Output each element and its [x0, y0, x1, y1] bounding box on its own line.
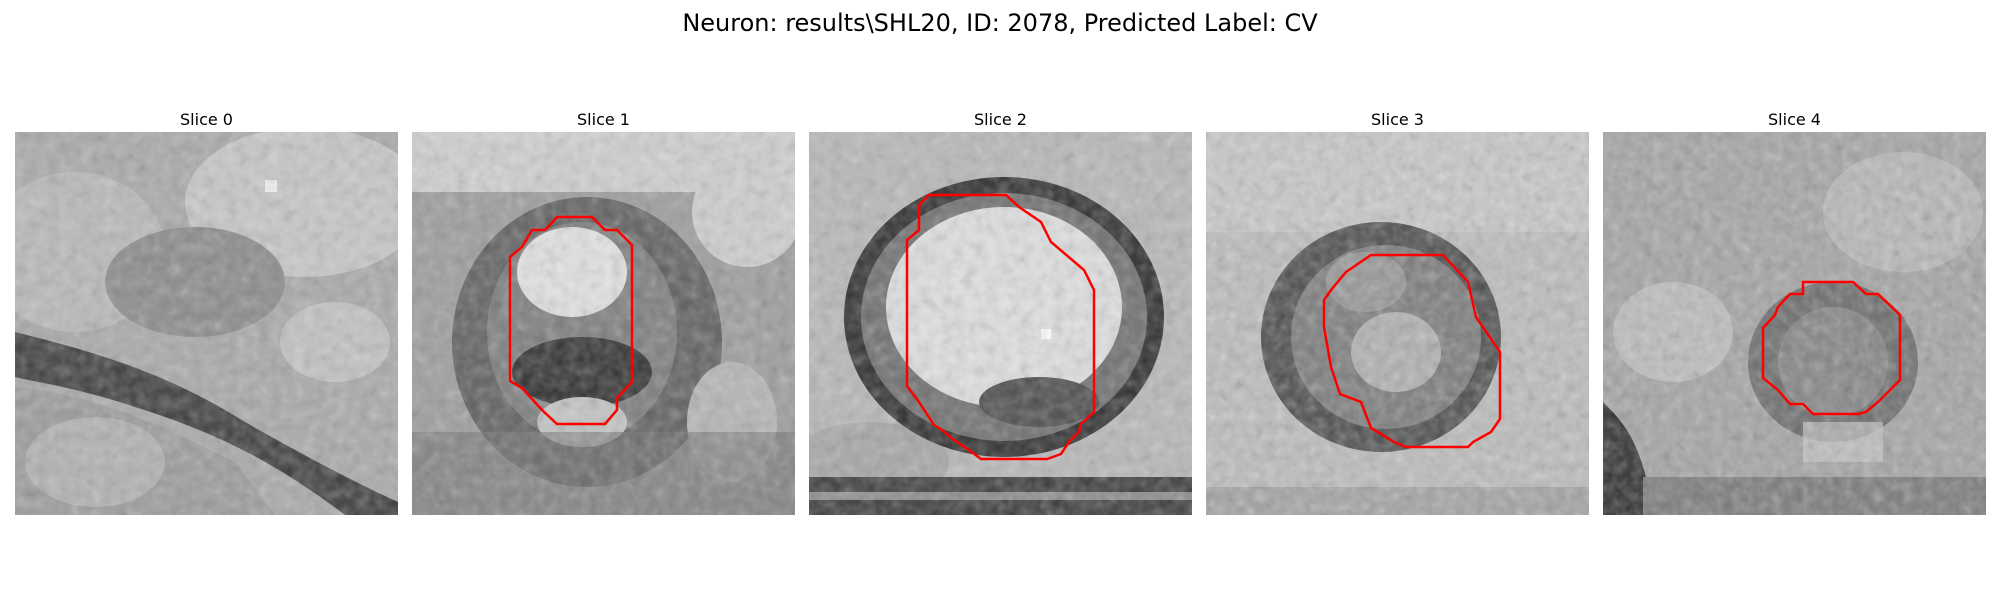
- slice-panel-0: Slice 0: [15, 108, 398, 515]
- slice-image-2: [809, 132, 1192, 515]
- slice-panel-1: Slice 1: [412, 108, 795, 515]
- figure-title: Neuron: results\SHL20, ID: 2078, Predict…: [682, 9, 1318, 37]
- contour-outline: [1322, 253, 1502, 449]
- pixel-noise: [1603, 132, 1986, 515]
- slice-image-1: [412, 132, 795, 515]
- slice-title: Slice 0: [180, 110, 233, 129]
- contour-outline: [1761, 280, 1902, 416]
- pixel-noise: [809, 132, 1192, 515]
- slice-title: Slice 4: [1768, 110, 1821, 129]
- slice-panel-2: Slice 2: [809, 108, 1192, 515]
- pixel-noise: [1206, 132, 1589, 515]
- slice-title: Slice 3: [1371, 110, 1424, 129]
- pixel-noise: [15, 132, 398, 515]
- pixel-noise: [412, 132, 795, 515]
- slice-image-0: [15, 132, 398, 515]
- slice-title: Slice 1: [577, 110, 630, 129]
- contour-outline: [508, 215, 634, 426]
- contour-outline: [905, 193, 1096, 461]
- slice-title: Slice 2: [974, 110, 1027, 129]
- slice-panel-3: Slice 3: [1206, 108, 1589, 515]
- slice-image-3: [1206, 132, 1589, 515]
- slice-panel-4: Slice 4: [1603, 108, 1986, 515]
- slice-image-4: [1603, 132, 1986, 515]
